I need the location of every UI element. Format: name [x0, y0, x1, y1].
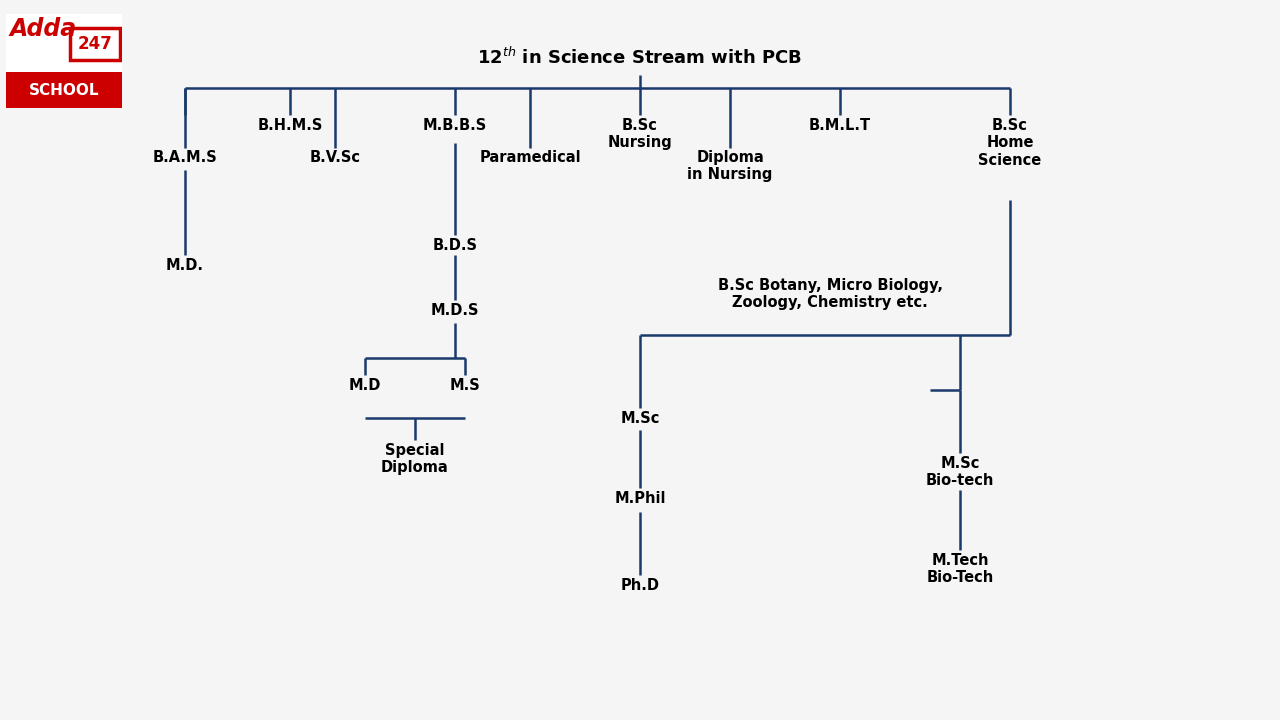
Text: M.D: M.D	[349, 378, 381, 393]
Text: SCHOOL: SCHOOL	[28, 83, 100, 98]
Text: B.A.M.S: B.A.M.S	[152, 150, 218, 165]
Bar	[6, 73, 122, 108]
Text: B.Sc
Nursing: B.Sc Nursing	[608, 118, 672, 150]
Text: M.D.: M.D.	[166, 258, 204, 273]
Text: M.D.S: M.D.S	[431, 303, 479, 318]
FancyBboxPatch shape	[69, 28, 120, 60]
Text: Special
Diploma: Special Diploma	[381, 443, 449, 475]
Text: B.V.Sc: B.V.Sc	[310, 150, 361, 165]
Text: M.Tech
Bio-Tech: M.Tech Bio-Tech	[927, 553, 993, 585]
Text: M.Sc: M.Sc	[621, 411, 659, 426]
Text: M.S: M.S	[449, 378, 480, 393]
Text: 247: 247	[78, 35, 113, 53]
Text: Adda: Adda	[10, 17, 77, 40]
Text: Paramedical: Paramedical	[479, 150, 581, 165]
Text: B.D.S: B.D.S	[433, 238, 477, 253]
Text: 12$^{th}$ in Science Stream with PCB: 12$^{th}$ in Science Stream with PCB	[477, 47, 803, 68]
Text: B.Sc Botany, Micro Biology,
Zoology, Chemistry etc.: B.Sc Botany, Micro Biology, Zoology, Che…	[718, 278, 942, 310]
Text: B.Sc
Home
Science: B.Sc Home Science	[978, 118, 1042, 168]
Text: Diploma
in Nursing: Diploma in Nursing	[687, 150, 773, 182]
Text: B.M.L.T: B.M.L.T	[809, 118, 872, 133]
Text: M.Phil: M.Phil	[614, 491, 666, 506]
Text: Ph.D: Ph.D	[621, 578, 659, 593]
Text: M.Sc
Bio-tech: M.Sc Bio-tech	[925, 456, 995, 488]
Text: B.H.M.S: B.H.M.S	[257, 118, 323, 133]
Text: M.B.B.S: M.B.B.S	[422, 118, 488, 133]
